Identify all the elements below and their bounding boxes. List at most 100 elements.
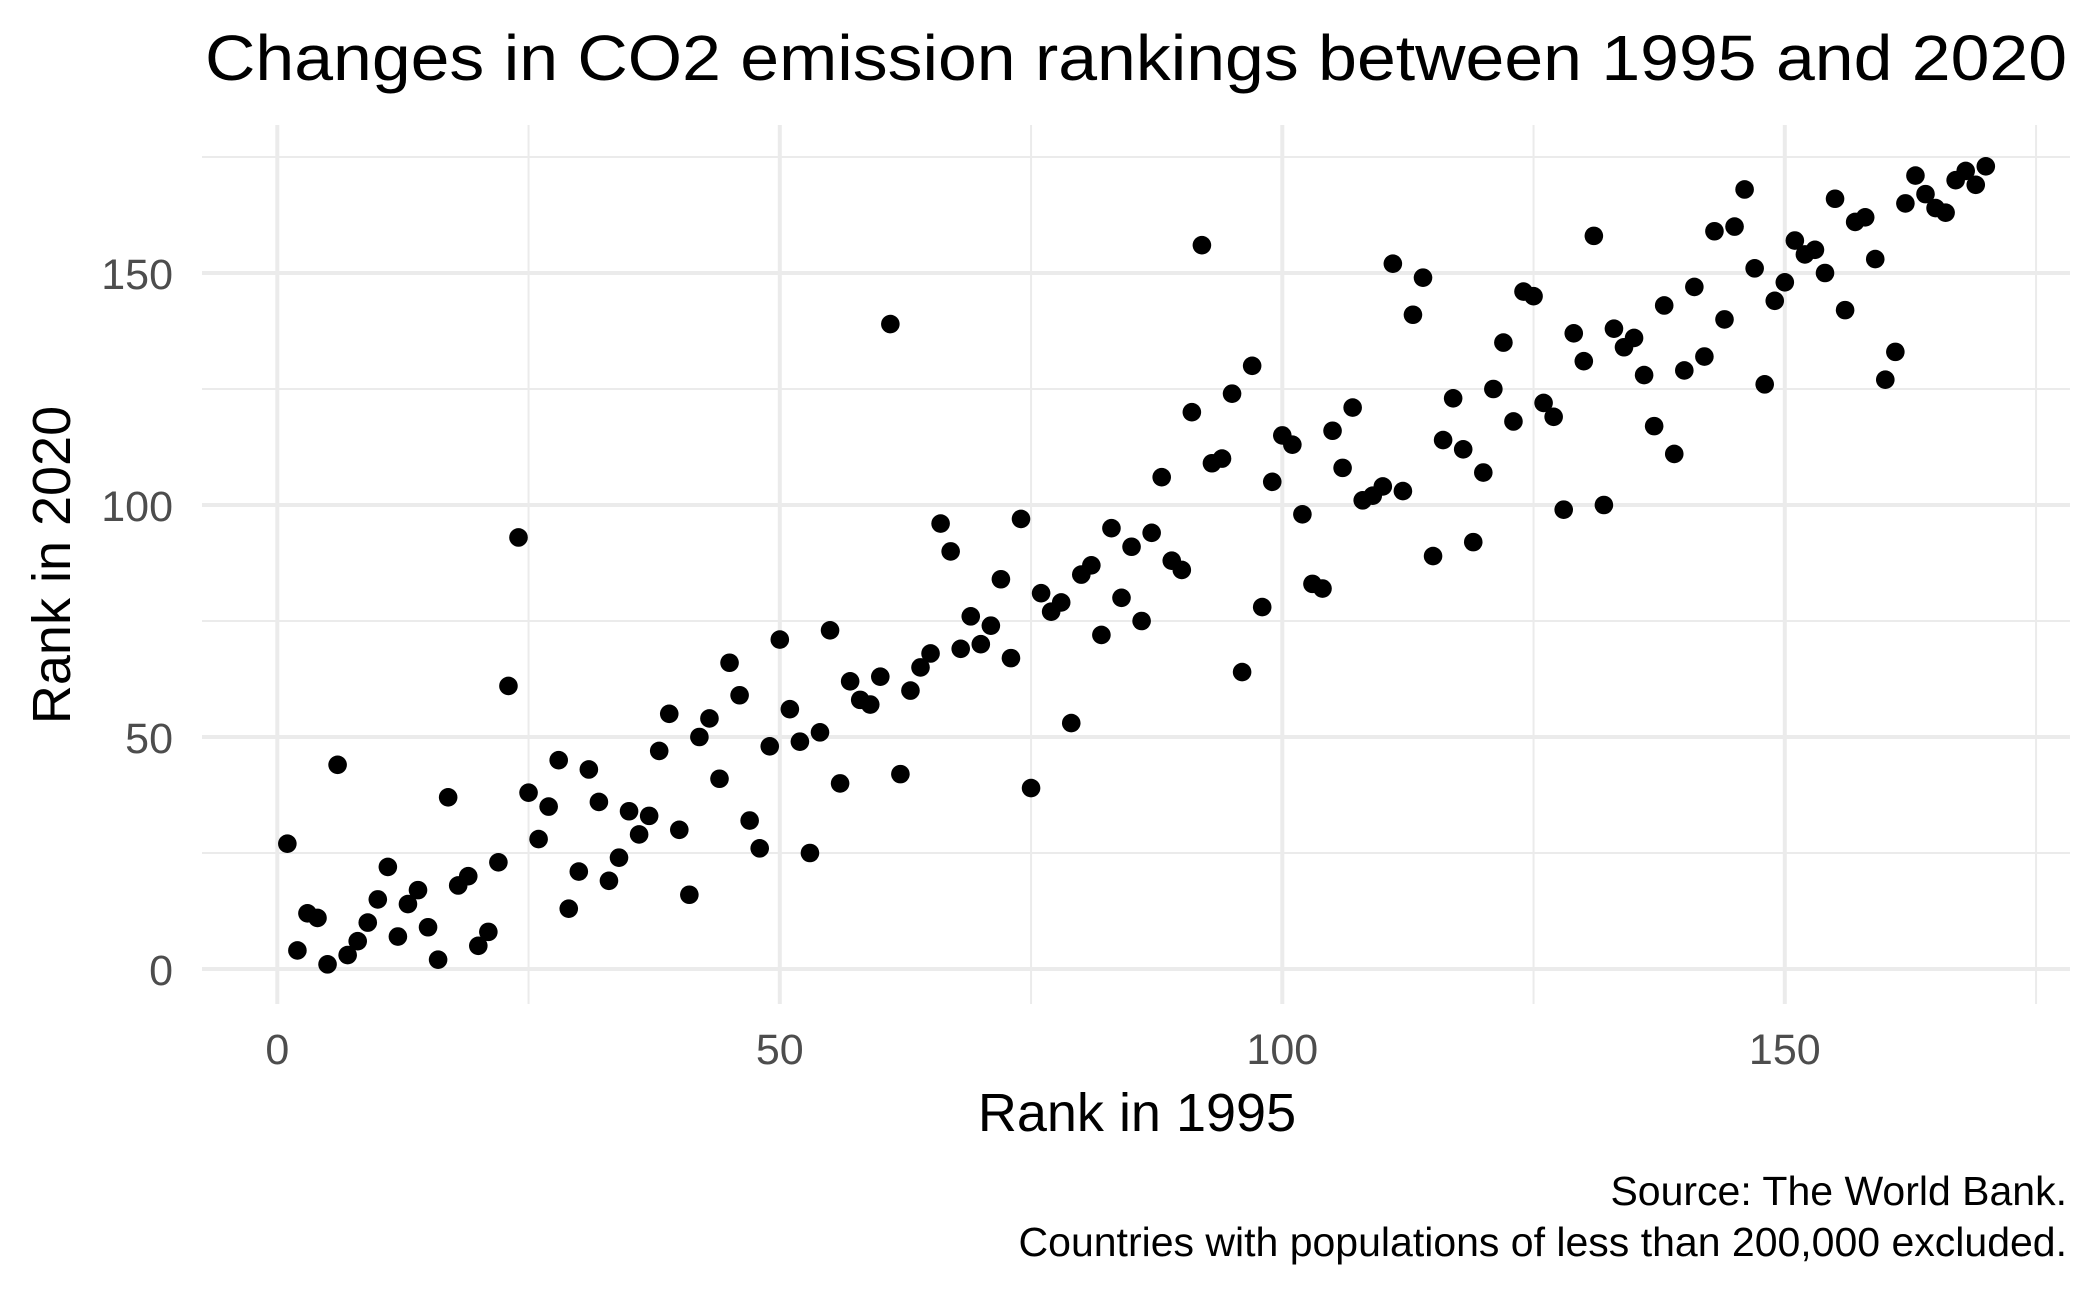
data-point xyxy=(388,927,408,946)
data-point xyxy=(1443,388,1463,408)
data-point xyxy=(1504,412,1523,431)
data-point xyxy=(860,695,880,714)
data-point xyxy=(1956,161,1975,181)
y-tick-label: 150 xyxy=(101,251,173,299)
data-point xyxy=(871,667,890,686)
data-point xyxy=(559,899,579,918)
x-tick-label: 150 xyxy=(1749,1026,1821,1074)
data-point xyxy=(1112,588,1131,608)
data-point xyxy=(1755,375,1774,394)
data-point xyxy=(609,848,629,867)
data-point xyxy=(1966,175,1986,195)
data-point xyxy=(810,723,830,742)
data-point xyxy=(1403,305,1423,325)
data-point xyxy=(539,797,558,816)
data-point xyxy=(1142,523,1161,543)
data-point xyxy=(750,839,769,858)
data-point xyxy=(1574,351,1594,371)
data-point xyxy=(1031,583,1051,603)
data-point xyxy=(1192,235,1212,255)
data-point xyxy=(1594,495,1614,515)
data-point xyxy=(318,955,337,974)
data-point xyxy=(1051,593,1071,612)
data-point xyxy=(1685,277,1704,297)
data-point xyxy=(820,620,840,640)
data-point xyxy=(1313,579,1332,598)
data-point xyxy=(529,829,548,849)
data-point xyxy=(1775,272,1795,292)
data-point xyxy=(348,931,368,951)
data-point xyxy=(1544,407,1563,427)
data-point xyxy=(991,569,1011,589)
data-point xyxy=(1916,184,1935,204)
data-point xyxy=(1453,440,1473,459)
x-axis-tick-labels: 0 50 100 150 xyxy=(265,1026,1820,1074)
data-point xyxy=(1484,379,1503,399)
data-point xyxy=(830,774,850,793)
data-point xyxy=(589,792,609,812)
data-point xyxy=(1182,402,1202,422)
data-point xyxy=(1122,537,1141,557)
data-point xyxy=(1242,356,1262,376)
data-point xyxy=(398,894,418,914)
data-point xyxy=(278,834,297,854)
data-point xyxy=(1082,556,1101,575)
data-point xyxy=(1855,208,1875,227)
data-point xyxy=(800,843,820,863)
data-point xyxy=(780,699,800,719)
data-point xyxy=(1876,370,1895,390)
data-point xyxy=(770,630,790,649)
data-point xyxy=(670,820,689,840)
data-point xyxy=(1865,249,1885,269)
data-point xyxy=(1383,254,1403,274)
data-point xyxy=(941,542,960,561)
data-point xyxy=(1001,648,1021,668)
data-point xyxy=(1745,259,1764,278)
data-point xyxy=(1152,467,1171,487)
data-point xyxy=(619,801,639,821)
data-point xyxy=(1132,611,1151,631)
data-point xyxy=(901,681,920,700)
data-point xyxy=(1283,435,1302,454)
data-point xyxy=(981,616,1001,635)
data-point xyxy=(1172,560,1192,580)
data-point xyxy=(1835,300,1855,320)
data-point xyxy=(1011,509,1031,529)
data-point xyxy=(1293,504,1312,524)
data-point xyxy=(1252,597,1272,617)
major-gridlines xyxy=(202,125,2070,1004)
data-point xyxy=(1805,240,1825,260)
data-point xyxy=(1222,384,1242,403)
data-point xyxy=(378,857,398,877)
y-tick-label: 0 xyxy=(149,947,173,995)
x-tick-label: 50 xyxy=(756,1026,804,1074)
data-point xyxy=(1524,286,1543,306)
data-point xyxy=(288,941,307,960)
data-point xyxy=(1604,319,1624,338)
x-tick-label: 100 xyxy=(1246,1026,1318,1074)
data-point xyxy=(1343,398,1362,417)
data-point xyxy=(951,639,970,659)
data-point xyxy=(1333,458,1352,478)
data-point xyxy=(1413,268,1433,287)
data-point xyxy=(1785,231,1805,250)
data-point xyxy=(1735,180,1754,199)
data-point xyxy=(1373,477,1393,496)
data-point xyxy=(1825,189,1845,209)
data-point xyxy=(1534,393,1553,413)
data-point xyxy=(1474,463,1493,482)
data-point xyxy=(479,922,498,942)
y-axis-title: Rank in 2020 xyxy=(22,406,82,724)
data-point xyxy=(1675,361,1694,380)
data-point xyxy=(1765,291,1785,311)
data-point xyxy=(659,704,679,724)
data-point xyxy=(961,607,981,626)
data-point xyxy=(1323,421,1342,441)
data-point xyxy=(1423,546,1443,566)
data-point xyxy=(1976,156,1996,176)
data-point xyxy=(639,806,659,826)
data-point xyxy=(1896,194,1915,213)
data-point xyxy=(971,634,991,654)
